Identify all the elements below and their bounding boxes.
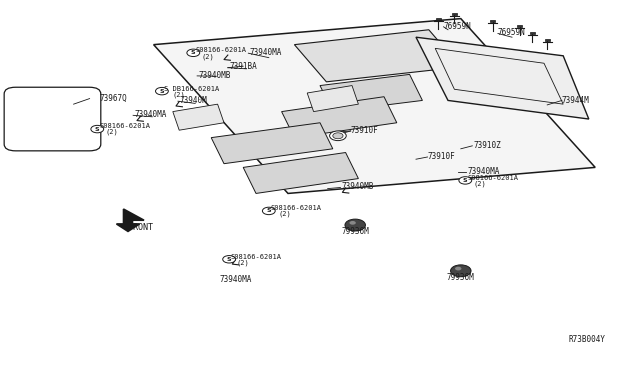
Text: S08166-6201A: S08166-6201A — [195, 47, 246, 53]
Bar — [530, 32, 535, 34]
Circle shape — [451, 265, 471, 277]
Text: 73940MB: 73940MB — [198, 71, 231, 80]
Circle shape — [91, 125, 104, 133]
Circle shape — [459, 177, 472, 184]
Text: S DB166-6201A: S DB166-6201A — [164, 86, 219, 92]
Text: (2): (2) — [173, 91, 186, 98]
Polygon shape — [116, 209, 144, 231]
Circle shape — [330, 131, 346, 141]
Polygon shape — [320, 74, 422, 112]
Bar — [517, 25, 522, 27]
Text: 76959N: 76959N — [444, 22, 471, 31]
Circle shape — [345, 219, 365, 231]
Polygon shape — [307, 86, 358, 112]
Text: R73B004Y: R73B004Y — [568, 335, 605, 344]
Text: 73910F: 73910F — [351, 126, 378, 135]
Circle shape — [223, 256, 236, 263]
Text: 73940MB: 73940MB — [341, 182, 374, 191]
Text: 73940MA: 73940MA — [250, 48, 282, 57]
Polygon shape — [173, 104, 224, 130]
Text: (2): (2) — [106, 129, 118, 135]
Text: 73940MA: 73940MA — [220, 275, 252, 284]
Text: S: S — [266, 208, 271, 214]
Polygon shape — [154, 19, 595, 193]
Polygon shape — [294, 30, 461, 82]
Text: 73910F: 73910F — [428, 153, 455, 161]
Circle shape — [349, 221, 356, 225]
Text: S: S — [159, 89, 164, 94]
Text: S08166-6201A: S08166-6201A — [271, 205, 322, 211]
Text: S08166-6201A: S08166-6201A — [230, 254, 282, 260]
Polygon shape — [243, 153, 358, 193]
Text: 73940MA: 73940MA — [467, 167, 500, 176]
Text: S: S — [95, 126, 100, 132]
Text: 79936M: 79936M — [341, 227, 369, 236]
Text: (2): (2) — [474, 180, 486, 187]
Bar — [545, 39, 550, 41]
Circle shape — [156, 87, 168, 95]
Circle shape — [455, 267, 461, 270]
Polygon shape — [282, 97, 397, 138]
Text: S: S — [463, 178, 468, 183]
Circle shape — [333, 133, 343, 139]
Text: (2): (2) — [278, 211, 291, 217]
Text: (2): (2) — [202, 53, 214, 60]
Text: 73944M: 73944M — [562, 96, 589, 105]
Text: 73940M: 73940M — [179, 96, 207, 105]
Circle shape — [262, 207, 275, 215]
Text: 79936M: 79936M — [447, 273, 475, 282]
Bar — [436, 18, 441, 20]
Text: 7391BA: 7391BA — [229, 62, 257, 71]
Text: 73967Q: 73967Q — [99, 94, 127, 103]
Text: S: S — [191, 50, 196, 55]
Text: FRONT: FRONT — [128, 223, 154, 232]
Polygon shape — [416, 37, 589, 119]
Bar — [490, 20, 495, 22]
Text: 76959N: 76959N — [498, 28, 525, 37]
Bar — [452, 13, 457, 15]
Text: 73940MA: 73940MA — [134, 110, 167, 119]
Text: S08166-6201A: S08166-6201A — [99, 124, 150, 129]
Text: (2): (2) — [237, 259, 250, 266]
Polygon shape — [211, 123, 333, 164]
Text: S08166-6201A: S08166-6201A — [467, 175, 518, 181]
FancyBboxPatch shape — [4, 87, 101, 151]
Circle shape — [187, 49, 200, 57]
Text: S: S — [227, 257, 232, 262]
Text: 73910Z: 73910Z — [474, 141, 501, 150]
